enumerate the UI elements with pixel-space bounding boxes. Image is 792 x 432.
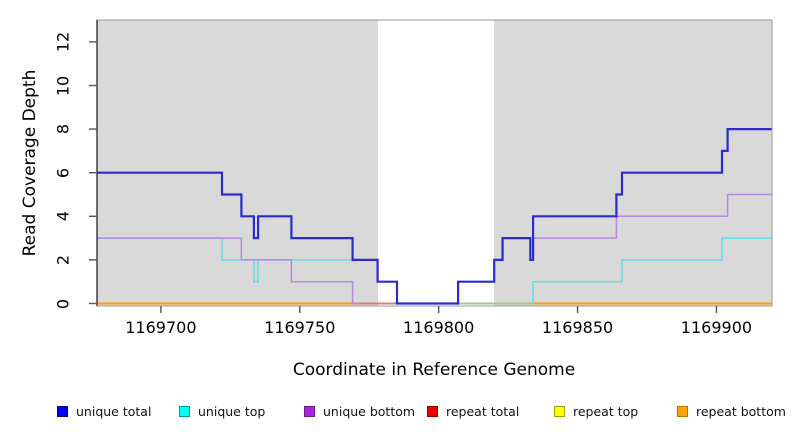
y-tick-label: 4 bbox=[53, 211, 73, 222]
y-tick-label: 10 bbox=[53, 75, 73, 96]
legend-label: unique total bbox=[76, 403, 152, 419]
legend-swatch-icon bbox=[677, 405, 688, 417]
legend-item-unique-bottom: unique bottom bbox=[304, 403, 416, 419]
y-axis-title: Read Coverage Depth bbox=[20, 69, 40, 257]
y-tick-label: 8 bbox=[53, 124, 73, 135]
legend-swatch-icon bbox=[427, 405, 438, 417]
y-tick-label: 2 bbox=[53, 254, 73, 265]
legend-item-repeat-total: repeat total bbox=[427, 403, 520, 419]
legend-label: unique top bbox=[198, 403, 266, 419]
legend-swatch-icon bbox=[554, 405, 565, 417]
legend-swatch-icon bbox=[57, 405, 68, 417]
y-tick-label: 6 bbox=[53, 167, 73, 178]
legend-label: repeat bottom bbox=[696, 403, 786, 419]
plot-box-border bbox=[96, 19, 773, 307]
x-tick-label: 1169850 bbox=[541, 318, 614, 337]
legend-label: unique bottom bbox=[323, 403, 416, 419]
series-line-unique-top bbox=[97, 237, 772, 305]
x-tick-label: 1169750 bbox=[264, 318, 336, 337]
series-line-unique-total bbox=[97, 128, 772, 305]
legend-item-unique-total: unique total bbox=[57, 403, 152, 419]
y-tick-label: 12 bbox=[53, 31, 73, 53]
y-tick-label: 0 bbox=[53, 298, 73, 309]
legend-label: repeat total bbox=[446, 403, 520, 419]
legend-item-repeat-bottom: repeat bottom bbox=[677, 403, 786, 419]
x-tick-label: 1169900 bbox=[680, 318, 753, 337]
highlight-band bbox=[377, 20, 495, 306]
x-tick-label: 1169800 bbox=[403, 318, 475, 337]
legend-item-unique-top: unique top bbox=[179, 403, 266, 419]
legend-swatch-icon bbox=[179, 405, 190, 417]
legend-label: repeat top bbox=[573, 403, 639, 419]
x-axis-title: Coordinate in Reference Genome bbox=[292, 360, 576, 380]
legend-item-repeat-top: repeat top bbox=[554, 403, 639, 419]
series-line-unique-bottom bbox=[97, 193, 772, 305]
legend-swatch-icon bbox=[304, 405, 315, 417]
x-tick-label: 1169700 bbox=[125, 318, 197, 337]
